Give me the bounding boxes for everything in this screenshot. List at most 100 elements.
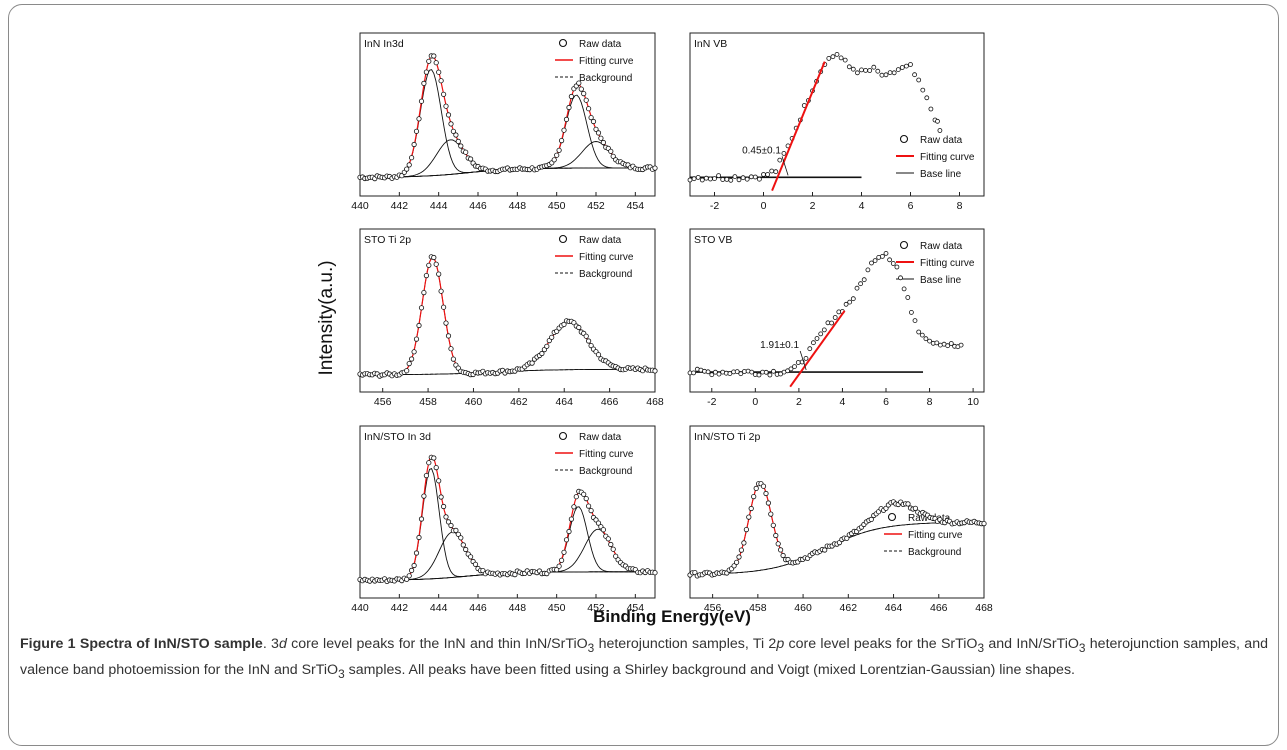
tick-label: 446 [469,200,487,212]
raw-data-point [782,151,786,155]
raw-data-point [653,369,657,373]
component-peak [360,95,655,177]
legend-entry: Fitting curve [920,152,975,163]
caption-part: core level peaks for the SrTiO [784,636,977,652]
raw-data-point [880,73,884,77]
tick-label: 4 [859,200,865,212]
raw-data-point [900,66,904,70]
raw-data-point [778,548,782,552]
raw-data-point [884,73,888,77]
raw-data-point [906,502,910,506]
legend-marker-raw [901,242,908,249]
raw-data-point [596,131,600,135]
raw-data-point [774,170,778,174]
raw-data-point [584,98,588,102]
raw-data-point [859,282,863,286]
raw-data-point [449,347,453,351]
raw-data-point [909,63,913,67]
legend-entry: Base line [920,169,962,180]
raw-data-point [766,173,770,177]
raw-data-point [434,465,438,469]
raw-data-point [419,306,423,310]
raw-data-point [557,148,561,152]
raw-data-point [895,265,899,269]
raw-data-point [419,99,423,103]
raw-data-point [567,529,571,533]
raw-data-point [451,357,455,361]
raw-data-point [653,166,657,170]
legend-entry: Raw data [579,235,622,246]
raw-data-point [855,286,859,290]
raw-data-point [609,149,613,153]
raw-data-point [762,173,766,177]
raw-data-point [589,508,593,512]
raw-data-point [811,341,815,345]
raw-data-point [473,562,477,566]
raw-data-point [737,555,741,559]
raw-data-point [742,541,746,545]
raw-data-point [745,177,749,181]
raw-data-point [888,258,892,262]
raw-data-point [739,548,743,552]
raw-data-point [409,568,413,572]
legend-marker-raw [560,236,567,243]
raw-data-point [437,272,441,276]
raw-data-point [873,259,877,263]
raw-data-point [586,107,590,111]
raw-data-point [868,69,872,73]
tick-label: 450 [548,602,566,614]
raw-data-point [862,278,866,282]
raw-data-point [757,373,761,377]
raw-data-point [550,335,554,339]
raw-data-point [422,494,426,498]
raw-data-point [899,276,903,280]
raw-data-point [855,71,859,75]
raw-data-point [562,128,566,132]
raw-data-point [424,473,428,477]
caption-part: and InN/SrTiO [984,636,1079,652]
raw-data-point [449,523,453,527]
raw-data-point [441,305,445,309]
raw-data-point [559,138,563,142]
onset-annotation: 0.45±0.1 [742,145,781,156]
raw-data-point [432,456,436,460]
caption-part: . 3 [263,636,279,652]
component-peak [690,483,984,575]
raw-data-point [729,178,733,182]
raw-data-point [917,78,921,82]
raw-data-point [434,61,438,65]
raw-data-point [461,543,465,547]
raw-data-point [776,542,780,546]
raw-data-point [434,262,438,266]
legend-entry: Base line [920,275,962,286]
raw-data-point [601,140,605,144]
raw-data-point [819,332,823,336]
raw-data-point [864,68,868,72]
raw-data-point [557,564,561,568]
raw-data-point [752,494,756,498]
raw-data-point [839,56,843,60]
raw-data-point [599,136,603,140]
x-axis-label: Binding Energy(eV) [593,607,751,626]
legend-entry: Fitting curve [920,258,975,269]
raw-data-point [835,52,839,56]
caption-part: core level peaks for the InN and thin In… [287,636,588,652]
raw-data-point [920,333,924,337]
raw-data-point [706,370,710,374]
tick-label: 4 [840,396,846,408]
raw-data-point [891,262,895,266]
tick-label: 6 [908,200,914,212]
raw-data-point [700,178,704,182]
raw-data-point [564,538,568,542]
raw-data-point [572,505,576,509]
raw-data-point [609,542,613,546]
figure-svg: InN In3d440 442 444 446 448 450 452 454Raw data… [0,0,1287,630]
raw-data-point [586,504,590,508]
legend-entry: Fitting curve [579,449,634,460]
raw-data-point [439,289,443,293]
raw-data-point [761,484,765,488]
raw-data-point [459,144,463,148]
raw-data-point [692,371,696,375]
raw-data-point [414,337,418,341]
raw-data-point [427,461,431,465]
